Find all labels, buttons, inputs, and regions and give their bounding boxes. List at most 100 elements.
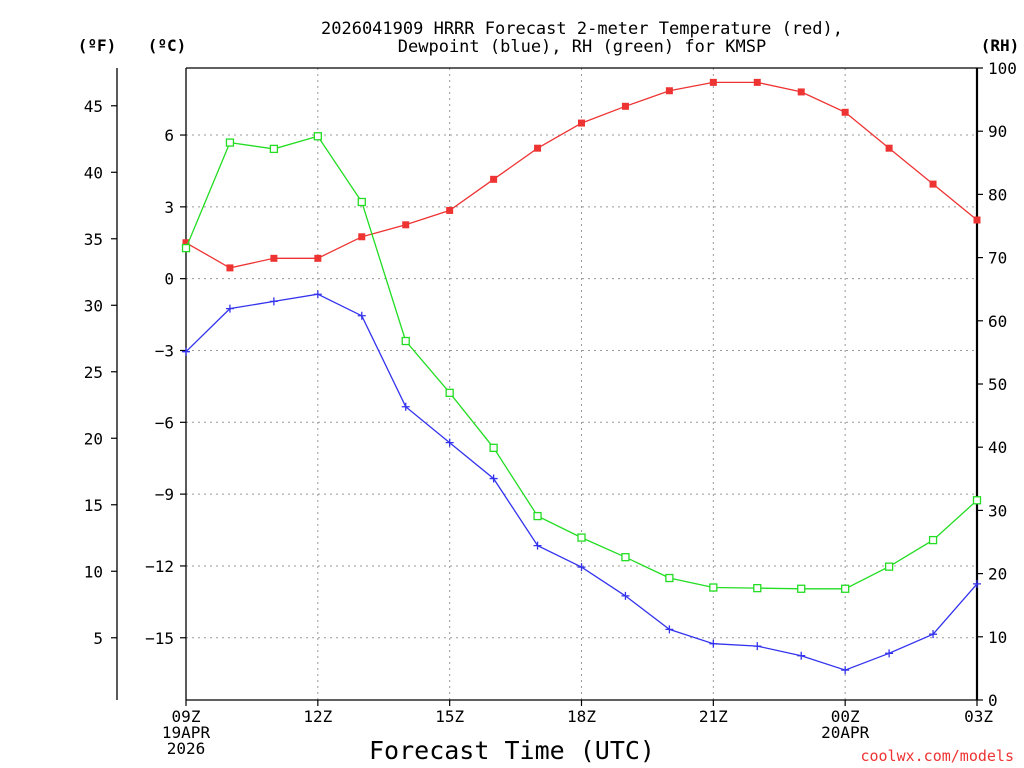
temperature-point-7 [490,175,498,183]
fahrenheit-tick-label-1: 40 [84,163,103,182]
celsius-tick-label-6: −12 [145,557,174,576]
footer-labels: Forecast Time (UTC) coolwx.com/models [369,736,1014,765]
temperature-point-9 [578,119,585,127]
temperature-point-5 [402,221,410,229]
temperature-point-18 [973,216,981,224]
rh-tick-label-4: 40 [988,438,1007,457]
rh-tick-label-2: 20 [988,565,1007,584]
celsius-tick-label-4: −6 [155,413,174,432]
temperature-point-11 [665,87,673,95]
temperature-point-3 [314,254,322,262]
rh-point-16 [884,562,894,571]
celsius-tick-label-2: 0 [164,270,174,289]
fahrenheit-tick-label-2: 35 [84,230,103,249]
gridlines [186,68,977,700]
fahrenheit-tick-label-4: 25 [84,363,103,382]
dewpoint-point-18 [973,579,981,588]
temperature-point-12 [709,78,717,86]
rh-point-18 [972,496,982,505]
fahrenheit-unit-label: (ºF) [78,36,117,55]
fahrenheit-tick-label-6: 15 [84,496,103,515]
dewpoint-point-9 [577,563,586,572]
rh-tick-label-3: 30 [988,501,1007,520]
x-tick-label-4-0: 21Z [699,707,728,726]
rh-tick-label-8: 80 [988,185,1007,204]
dewpoint-point-8 [533,541,542,550]
credit-text: coolwx.com/models [860,747,1014,765]
fahrenheit-tick-label-0: 45 [84,97,103,116]
dewpoint-point-0 [182,347,190,356]
rh-tick-label-10: 100 [988,59,1017,78]
celsius-tick-label-5: −9 [155,485,174,504]
temperature-point-17 [929,180,937,188]
chart-subtitle: Dewpoint (blue), RH (green) for KMSP [398,37,766,57]
x-tick-label-5-0: 00Z [831,707,860,726]
fahrenheit-tick-label-5: 20 [84,429,103,448]
dewpoint-point-1 [225,304,234,313]
dewpoint-point-6 [445,438,454,447]
rh-point-6 [445,388,454,397]
fahrenheit-tick-label-8: 5 [93,629,103,648]
celsius-tick-label-1: 3 [164,198,174,217]
rh-point-4 [357,197,366,207]
rh-tick-label-0: 0 [988,691,998,710]
rh-point-10 [621,553,630,562]
x-tick-label-2-0: 15Z [435,707,464,726]
celsius-unit-label: (ºC) [148,36,187,55]
dewpoint-series [182,290,981,675]
dewpoint-point-11 [665,625,674,634]
rh-point-9 [577,533,586,542]
rh-tick-label-7: 70 [988,249,1007,268]
dewpoint-point-12 [709,639,718,648]
rh-tick-label-9: 90 [988,122,1007,141]
dewpoint-point-13 [753,642,762,651]
rh-point-7 [489,443,498,452]
dewpoint-point-7 [489,474,498,483]
fahrenheit-tick-label-3: 30 [84,296,103,315]
x-tick-label-3-0: 18Z [567,707,596,726]
rh-point-13 [753,583,762,593]
temperature-point-10 [621,102,629,110]
temperature-point-6 [446,206,454,214]
rh-point-17 [928,535,938,545]
data-series [181,78,982,675]
x-tick-label-0-0: 09Z [172,707,201,726]
rh-point-0 [181,243,191,253]
rh-point-12 [709,583,718,592]
rh-point-2 [269,144,279,154]
fahrenheit-tick-label-7: 10 [84,562,103,581]
rh-tick-label-1: 10 [988,628,1007,647]
rh-tick-label-6: 60 [988,312,1007,331]
temperature-point-4 [358,233,366,241]
dewpoint-point-5 [401,402,410,411]
temperature-point-1 [226,264,234,272]
dewpoint-point-10 [621,591,630,600]
dewpoint-point-17 [929,630,938,639]
temperature-series [182,78,981,272]
rh-point-14 [797,584,806,593]
rh-point-15 [841,584,850,593]
dewpoint-point-4 [357,311,366,320]
dewpoint-point-16 [885,649,894,658]
celsius-tick-label-3: −3 [155,341,174,360]
temperature-point-0 [182,239,190,247]
dewpoint-point-14 [797,651,806,660]
rh-unit-label: (RH) [981,36,1020,55]
chart-title: 2026041909 HRRR Forecast 2-meter Tempera… [321,19,843,39]
x-axis-label: Forecast Time (UTC) [369,736,655,765]
rh-point-3 [313,132,322,141]
x-tick-label-5-1: 20APR [821,723,870,742]
temperature-point-2 [270,254,278,262]
rh-point-1 [225,138,235,147]
chart-titles: 2026041909 HRRR Forecast 2-meter Tempera… [321,19,843,57]
dewpoint-point-2 [269,297,278,306]
rh-tick-label-5: 50 [988,375,1007,394]
dewpoint-point-15 [841,666,850,675]
temperature-point-15 [841,108,849,116]
dewpoint-point-3 [313,290,322,299]
celsius-tick-label-7: −15 [145,629,174,648]
x-tick-label-0-1: 19APR [162,723,211,742]
axes: 630−3−6−9−12−154540353025201510501020304… [84,59,1017,758]
rh-series [181,132,982,593]
